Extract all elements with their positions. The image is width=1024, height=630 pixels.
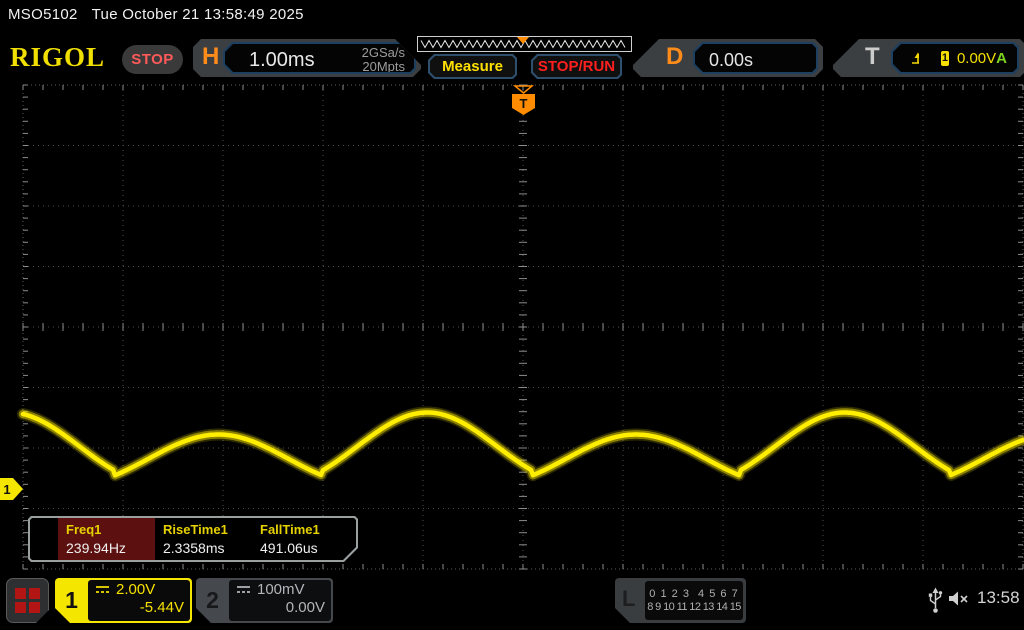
logic-analyzer-label: L	[622, 586, 636, 611]
trigger-mode-indicator: A	[996, 49, 1007, 67]
trigger-label: T	[865, 43, 880, 70]
measurement-spacer	[30, 518, 58, 560]
channel2-number: 2	[206, 587, 219, 613]
channel1-marker-number: 1	[3, 482, 10, 497]
preview-trigger-position-icon[interactable]	[517, 37, 529, 44]
horizontal-settings-button[interactable]: H 1.00ms 2GSa/s 20Mpts	[193, 39, 421, 77]
channel1-status-button[interactable]: 1 2.00V -5.44V	[55, 578, 192, 623]
model-name: MSO5102	[8, 6, 78, 23]
channel2-offset: 0.00V	[285, 599, 325, 616]
preview-zigzag	[420, 39, 626, 49]
delay-settings-button[interactable]: D 0.00s	[633, 39, 823, 77]
digital-channel-list: 0 1 2 3 4 5 6 7 8 9 10 11 12 13 14 15	[645, 581, 743, 620]
trigger-level-value: 0.00V	[956, 49, 997, 67]
trigger-position-marker[interactable]: T	[512, 85, 535, 115]
stop-run-button[interactable]: STOP/RUN	[531, 54, 622, 79]
trigger-settings-button[interactable]: T 1 0.00V A	[833, 39, 1024, 77]
channel1-offset: -5.44V	[139, 599, 184, 616]
trigger-marker-letter: T	[520, 96, 528, 111]
channel2-scale: 100mV	[257, 581, 305, 598]
usb-icon	[928, 587, 943, 613]
rigol-logo: RIGOL	[10, 42, 106, 72]
delay-label: D	[666, 43, 684, 70]
channel1-number: 1	[65, 587, 78, 613]
channel1-ground-marker[interactable]: 1	[0, 478, 23, 500]
speaker-muted-icon[interactable]	[948, 590, 972, 607]
delay-panel: 0.00s	[693, 42, 818, 74]
sample-rate: 2GSa/s	[361, 45, 405, 60]
channel1-waveform	[20, 410, 1024, 478]
clock-time: 13:58	[977, 588, 1020, 607]
measurement-item-falltime1[interactable]: FallTime1 491.06us	[260, 522, 320, 556]
trigger-source-channel-badge: 1	[941, 52, 948, 64]
trigger-panel: 1 0.00V A	[891, 42, 1019, 74]
logic-analyzer-button[interactable]: L 0 1 2 3 4 5 6 7 8 9 10 11 12 13 14 15	[615, 578, 746, 623]
measurement-panel[interactable]: Freq1 239.94Hz RiseTime1 2.3358ms FallTi…	[28, 516, 358, 562]
channel1-scale: 2.00V	[116, 581, 156, 598]
datetime-text: Tue October 21 13:58:49 2025	[91, 6, 304, 23]
rising-edge-trigger-icon	[909, 50, 919, 66]
memory-depth: 20Mpts	[362, 59, 405, 74]
graticule-grid	[22, 84, 1024, 570]
timebase-value: 1.00ms	[249, 49, 315, 71]
dc-coupling-icon	[235, 584, 252, 595]
dc-coupling-icon	[94, 584, 111, 595]
acquisition-info: 2GSa/s 20Mpts	[362, 46, 405, 74]
measurement-item-risetime1[interactable]: RiseTime1 2.3358ms	[163, 522, 228, 556]
measurement-item-freq1[interactable]: Freq1 239.94Hz	[58, 518, 155, 560]
run-state-badge: STOP	[122, 45, 183, 74]
waveform-preview-strip[interactable]	[417, 36, 632, 52]
title-bar: MSO5102 Tue October 21 13:58:49 2025	[8, 6, 304, 23]
measure-button[interactable]: Measure	[428, 54, 517, 79]
grid-icon	[15, 588, 40, 613]
horizontal-label: H	[202, 43, 220, 70]
channel2-status-button[interactable]: 2 100mV 0.00V	[196, 578, 333, 623]
horizontal-panel: 1.00ms 2GSa/s 20Mpts	[223, 42, 416, 74]
menu-grid-button[interactable]	[6, 578, 49, 623]
delay-value: 0.00s	[709, 50, 754, 70]
